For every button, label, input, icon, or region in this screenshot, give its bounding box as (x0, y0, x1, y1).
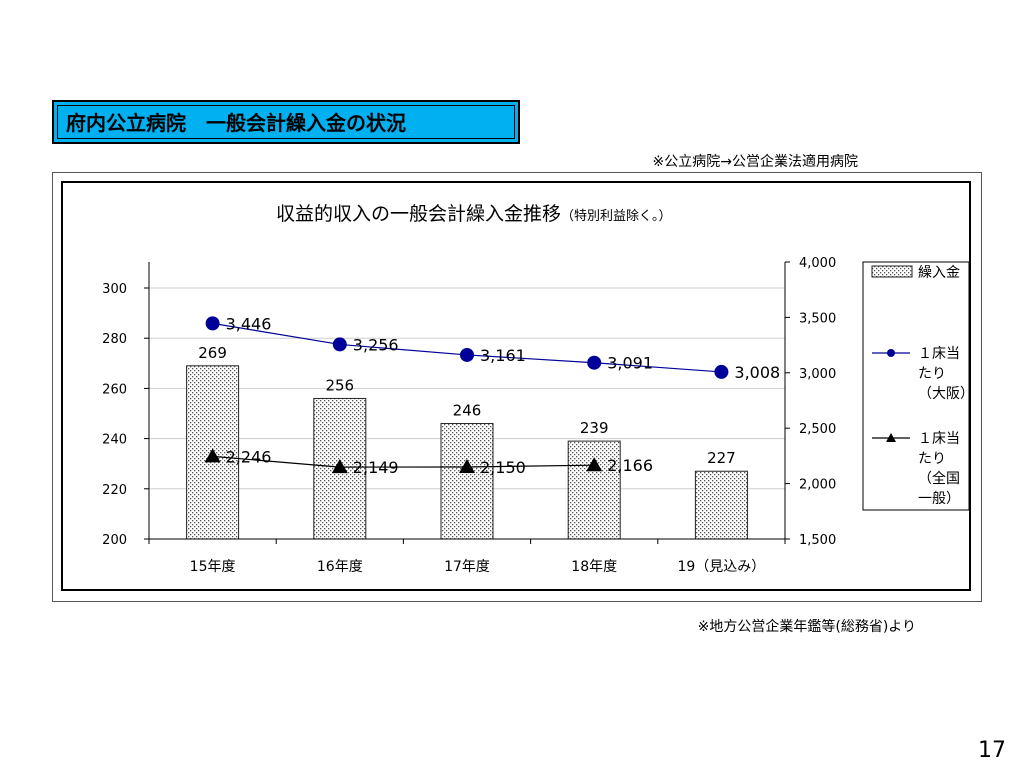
x-tick-label: 18年度 (571, 559, 617, 575)
chart-area (61, 181, 971, 591)
point-osaka (714, 364, 729, 379)
x-tick-label: 17年度 (444, 559, 490, 575)
bar-data-label: 269 (198, 344, 227, 362)
chart-title-suffix: （特別利益除く。） (561, 209, 672, 224)
y-tick-label-right: 1,500 (799, 533, 836, 548)
bar-data-label: 227 (707, 449, 736, 467)
data-label-national: 2,246 (226, 447, 272, 466)
y-tick-label-right: 4,000 (799, 256, 836, 271)
bar-data-label: 256 (325, 376, 354, 394)
y-tick-label-left: 280 (102, 332, 127, 347)
page-number: 17 (978, 738, 1006, 763)
data-label-osaka: 3,161 (480, 346, 526, 365)
point-national (586, 457, 603, 472)
legend-swatch-national-marker (886, 433, 896, 442)
y-tick-label-left: 300 (102, 282, 127, 297)
chart-title-main: 収益的収入の一般会計繰入金推移 (276, 203, 561, 225)
legend-label: （全国 (918, 470, 960, 487)
point-national (331, 459, 348, 474)
point-osaka (205, 316, 220, 331)
legend-label: １床当 (918, 431, 960, 447)
data-label-osaka: 3,256 (353, 335, 399, 354)
point-national (459, 458, 475, 473)
legend-label: たり (918, 366, 946, 382)
legend-label: 繰入金 (918, 265, 960, 281)
point-osaka (587, 355, 602, 370)
bar-data-label: 239 (580, 419, 609, 437)
note-top: ※公立病院→公営企業法適用病院 (652, 154, 858, 170)
legend-swatch-osaka-marker (887, 349, 895, 357)
legend-box (862, 261, 970, 511)
note-bottom: ※地方公営企業年鑑等(総務省)より (697, 619, 916, 635)
data-label-osaka: 3,446 (226, 314, 272, 333)
legend-label: １床当 (918, 346, 960, 362)
point-national (204, 448, 221, 463)
x-tick-label: 19（見込み） (677, 559, 765, 575)
data-label-national: 2,149 (353, 458, 399, 477)
legend-label: 一般） (918, 491, 960, 507)
line-national (212, 455, 595, 468)
data-label-national: 2,166 (607, 456, 653, 475)
x-tick-label: 16年度 (317, 559, 363, 575)
point-osaka (332, 337, 347, 352)
legend-label: （大阪） (918, 386, 974, 402)
y-tick-label-left: 260 (102, 382, 127, 397)
y-tick-label-left: 240 (102, 433, 127, 448)
x-tick-label: 15年度 (190, 559, 236, 575)
y-tick-label-right: 3,500 (799, 311, 836, 326)
point-osaka (460, 347, 474, 362)
legend-swatch-bar (871, 265, 913, 278)
data-label-osaka: 3,091 (607, 354, 653, 373)
bar-data-label: 246 (453, 402, 482, 420)
y-tick-label-right: 2,500 (799, 422, 836, 437)
legend-label: たり (918, 451, 946, 467)
data-label-national: 2,150 (480, 458, 526, 477)
bar (694, 470, 748, 540)
y-tick-label-right: 2,000 (799, 478, 836, 493)
data-label-osaka: 3,008 (734, 363, 780, 382)
chart-title: 収益的収入の一般会計繰入金推移（特別利益除く。） (276, 203, 672, 225)
y-tick-label-right: 3,000 (799, 367, 836, 382)
y-tick-label-left: 200 (102, 533, 127, 548)
bar (440, 423, 494, 540)
slide-title: 府内公立病院 一般会計繰入金の状況 (57, 105, 515, 139)
slide-title-box: 府内公立病院 一般会計繰入金の状況 (52, 100, 520, 144)
y-tick-label-left: 220 (102, 483, 127, 498)
